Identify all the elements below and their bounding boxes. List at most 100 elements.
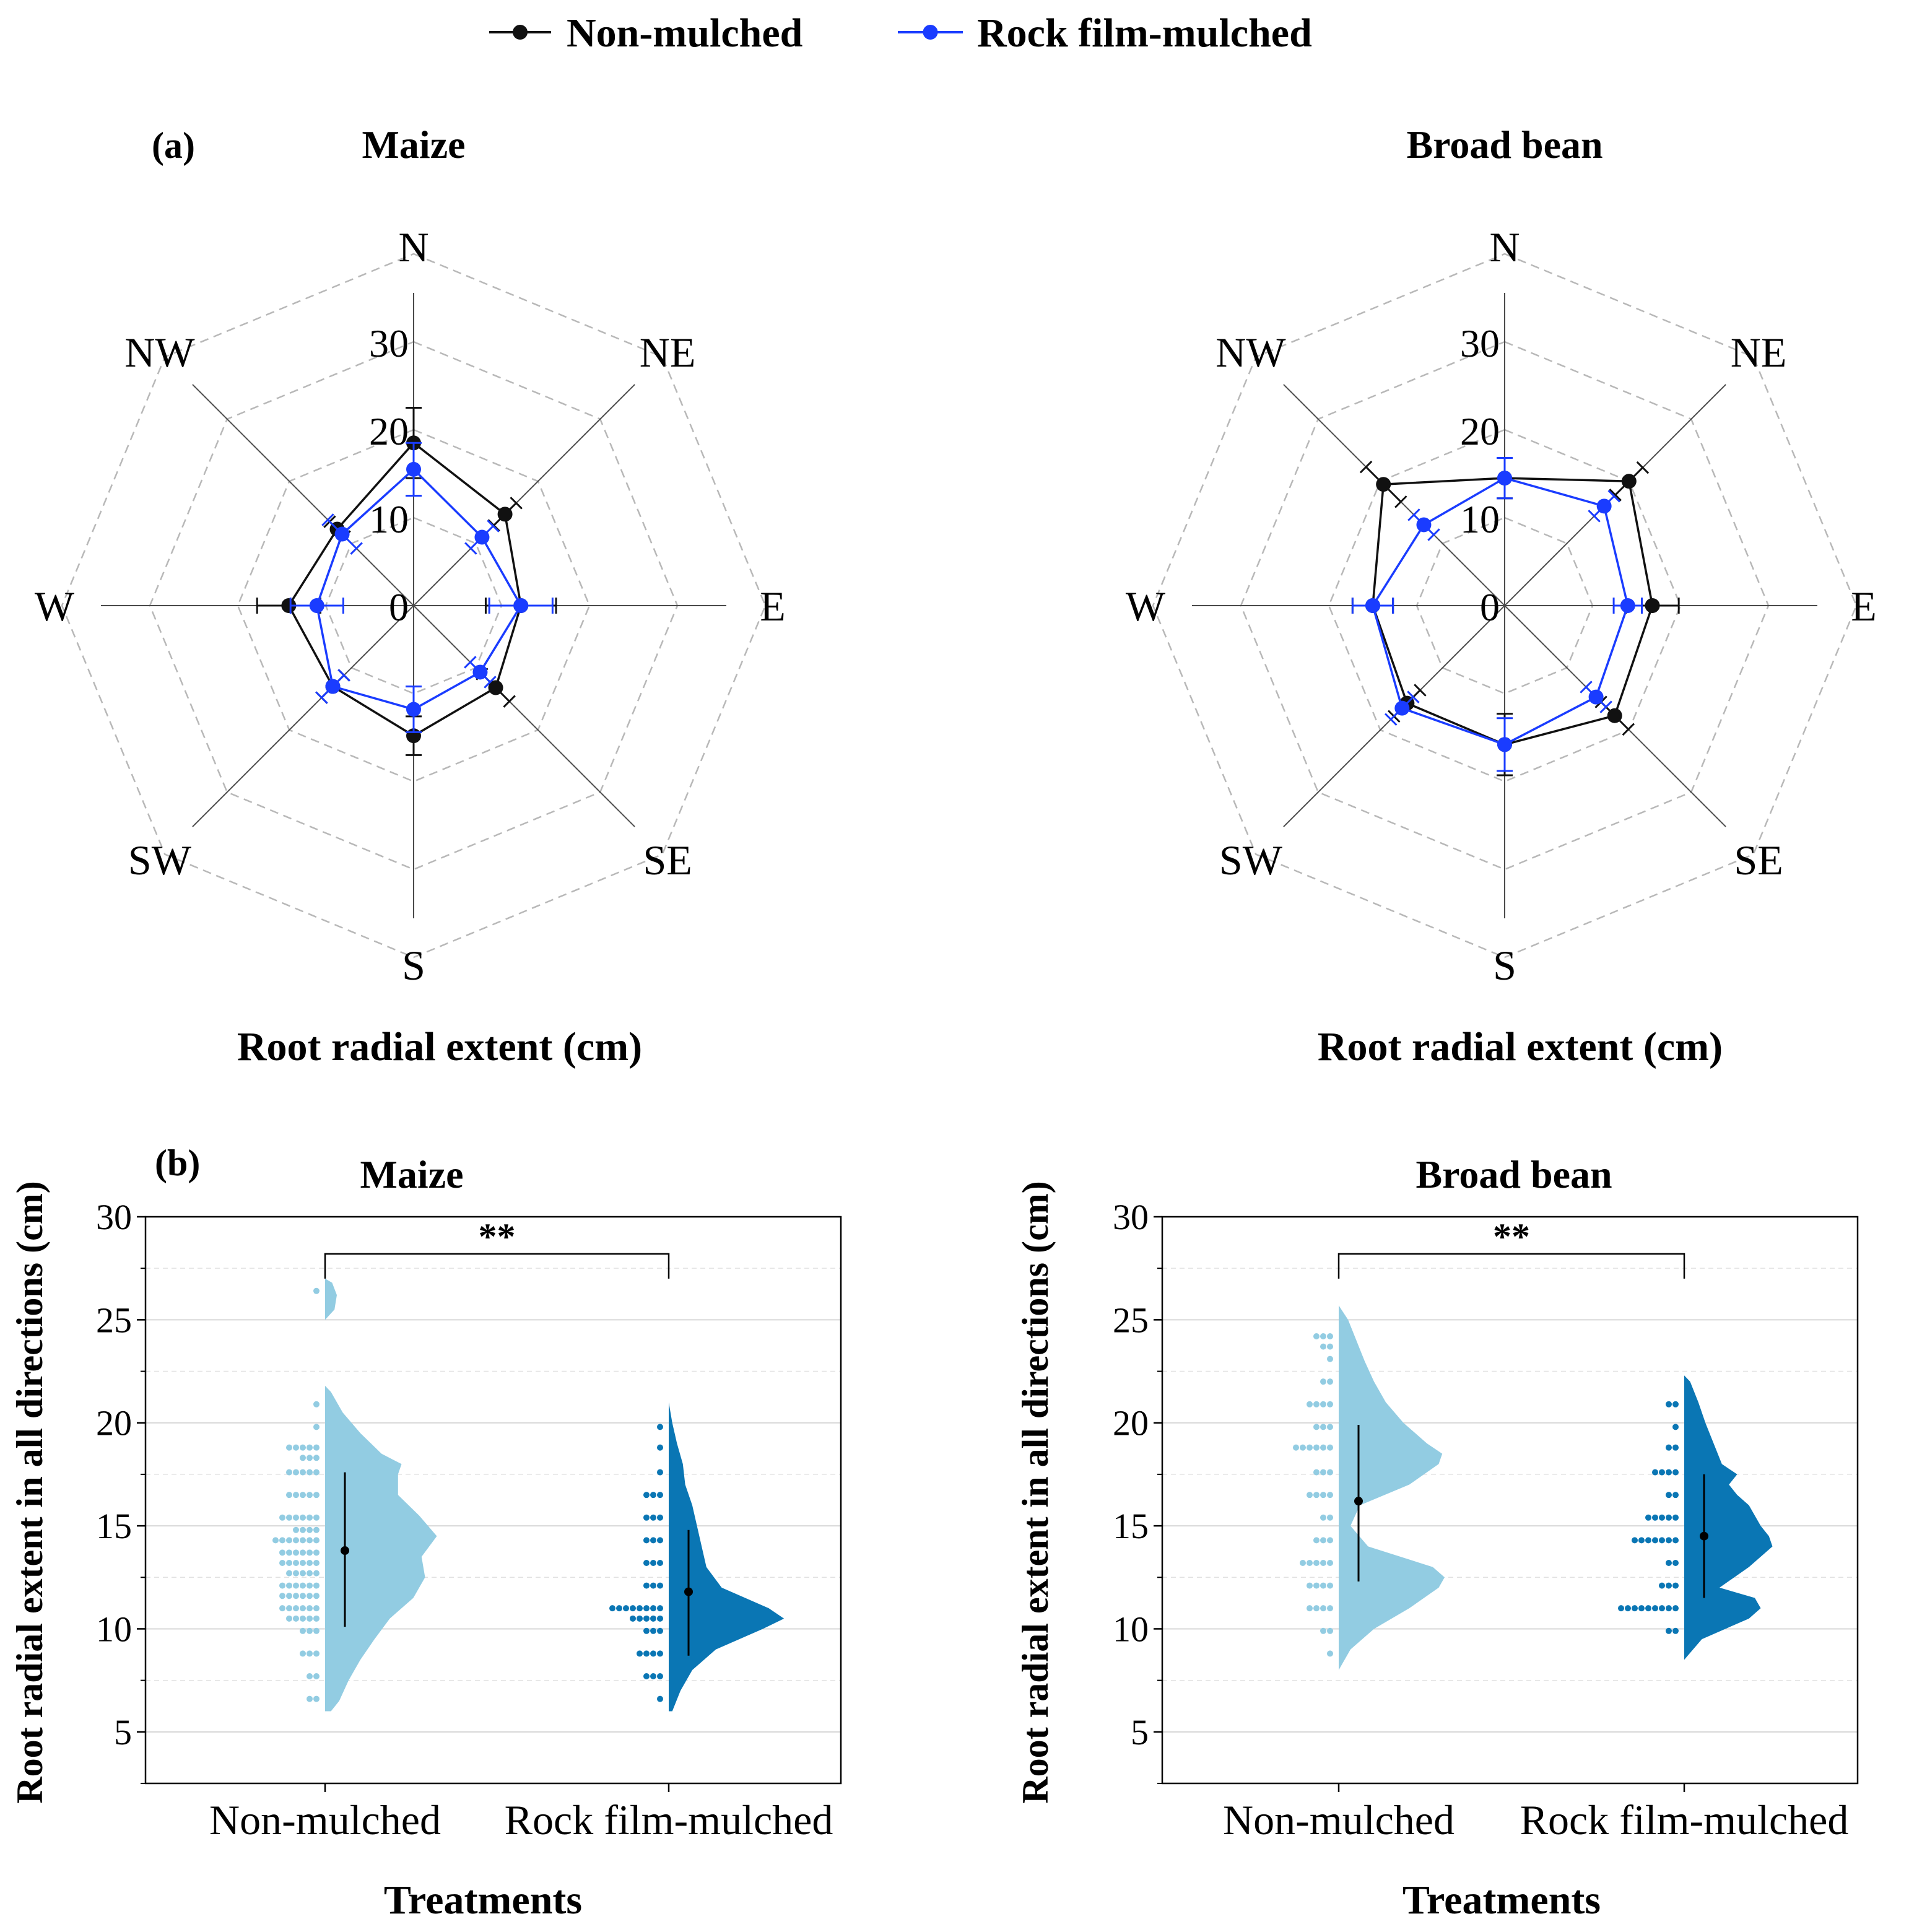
data-dot <box>307 1559 313 1566</box>
data-dot <box>623 1605 629 1612</box>
radar-error-cap <box>337 669 350 682</box>
direction-label-SE: SE <box>1734 837 1783 884</box>
data-dot <box>1672 1537 1679 1544</box>
data-dot <box>300 1559 306 1566</box>
data-dot <box>1313 1537 1320 1544</box>
data-dot <box>1313 1559 1320 1566</box>
data-dot <box>1320 1469 1326 1476</box>
data-dot <box>1313 1605 1320 1612</box>
significance-label: ** <box>479 1216 516 1257</box>
radar-point-N <box>1497 471 1512 486</box>
y-tick-label: 5 <box>114 1712 132 1752</box>
radar-r-tick-label: 20 <box>369 409 409 453</box>
data-dot <box>286 1593 292 1599</box>
data-dot <box>1632 1605 1638 1612</box>
radar-axis-line <box>1283 384 1726 827</box>
data-dot <box>307 1549 313 1556</box>
radar-maize-axis-title: Root radial extent (cm) <box>237 1024 642 1069</box>
radar-point-NW <box>1416 517 1432 533</box>
density-half-violin-1 <box>669 1402 785 1712</box>
data-dot <box>313 1514 320 1521</box>
direction-label-N: N <box>1489 224 1520 271</box>
data-dot <box>307 1455 313 1461</box>
radar-point-NE <box>1621 474 1637 489</box>
radar-grid-ring <box>1328 429 1682 783</box>
data-dot <box>1672 1424 1679 1430</box>
data-dot <box>1652 1605 1658 1612</box>
radar-point-N <box>406 461 421 477</box>
data-dot <box>286 1549 292 1556</box>
data-dot <box>1659 1605 1665 1612</box>
data-dot <box>1672 1627 1679 1634</box>
radar-r-tick-label: 0 <box>389 585 409 629</box>
data-dot <box>313 1424 320 1430</box>
direction-label-SW: SW <box>128 837 192 884</box>
x-tick-label-0: Non-mulched <box>209 1796 441 1843</box>
radar-grid-ring <box>1415 516 1594 695</box>
data-dot <box>307 1605 313 1612</box>
mean-point-0 <box>1354 1497 1363 1506</box>
data-dot <box>293 1444 299 1451</box>
data-dot <box>293 1570 299 1577</box>
data-dot <box>637 1650 643 1657</box>
data-dot <box>643 1615 650 1622</box>
raincloud-broad-bean-xlabel: Treatments <box>1402 1878 1601 1923</box>
data-dot <box>300 1549 306 1556</box>
data-dot <box>1327 1424 1333 1430</box>
y-tick-label: 10 <box>1113 1609 1149 1649</box>
data-dot <box>313 1492 320 1499</box>
data-dot <box>279 1605 285 1612</box>
data-dot <box>307 1673 313 1679</box>
data-dot <box>650 1514 656 1521</box>
data-dot <box>657 1615 663 1622</box>
radar-error-cap <box>1622 723 1635 736</box>
data-dot <box>1320 1627 1326 1634</box>
data-dot <box>1652 1514 1658 1521</box>
data-dot <box>313 1526 320 1533</box>
radar-error-cap <box>464 542 477 555</box>
data-dot <box>1645 1605 1651 1612</box>
data-dot <box>286 1559 292 1566</box>
data-dot <box>1659 1537 1665 1544</box>
radar-axis-line <box>192 384 635 827</box>
data-dot <box>1666 1582 1672 1589</box>
data-dot <box>1327 1627 1333 1634</box>
data-dot <box>1320 1492 1326 1499</box>
raincloud-title: Broad bean <box>1415 1152 1612 1196</box>
panel-a-label: (a) <box>152 125 195 166</box>
radar-error-cap <box>1588 510 1601 523</box>
data-dot <box>1666 1537 1672 1544</box>
mean-point-1 <box>1700 1531 1708 1541</box>
data-dot <box>1313 1444 1320 1451</box>
data-dot <box>650 1537 656 1544</box>
data-dot <box>313 1287 320 1294</box>
data-dot <box>1313 1333 1320 1339</box>
data-dot <box>1625 1605 1631 1612</box>
data-dot <box>307 1469 313 1476</box>
data-dot <box>307 1526 313 1533</box>
data-dot <box>609 1605 615 1612</box>
radar-error-cap <box>1407 508 1420 521</box>
data-dot <box>286 1605 292 1612</box>
direction-label-NW: NW <box>124 329 195 376</box>
data-dot <box>1320 1605 1326 1612</box>
data-dot <box>1307 1605 1313 1612</box>
data-dot <box>286 1444 292 1451</box>
data-dot <box>279 1549 285 1556</box>
data-dot <box>1666 1514 1672 1521</box>
raincloud-maize-ylabel: Root radial extent in all directions (cm… <box>9 1181 50 1803</box>
data-dot <box>307 1582 313 1589</box>
data-dot <box>1652 1537 1658 1544</box>
data-dot <box>293 1615 299 1622</box>
data-dot <box>1313 1401 1320 1408</box>
data-dot <box>286 1537 292 1544</box>
data-dot <box>1659 1469 1665 1476</box>
data-dot <box>1327 1514 1333 1521</box>
direction-label-S: S <box>402 942 425 989</box>
data-dot <box>293 1514 299 1521</box>
significance-bracket <box>324 1253 670 1279</box>
data-dot <box>300 1444 306 1451</box>
radar-point-W <box>309 598 324 613</box>
data-dot <box>300 1650 306 1657</box>
direction-label-E: E <box>1851 583 1877 630</box>
